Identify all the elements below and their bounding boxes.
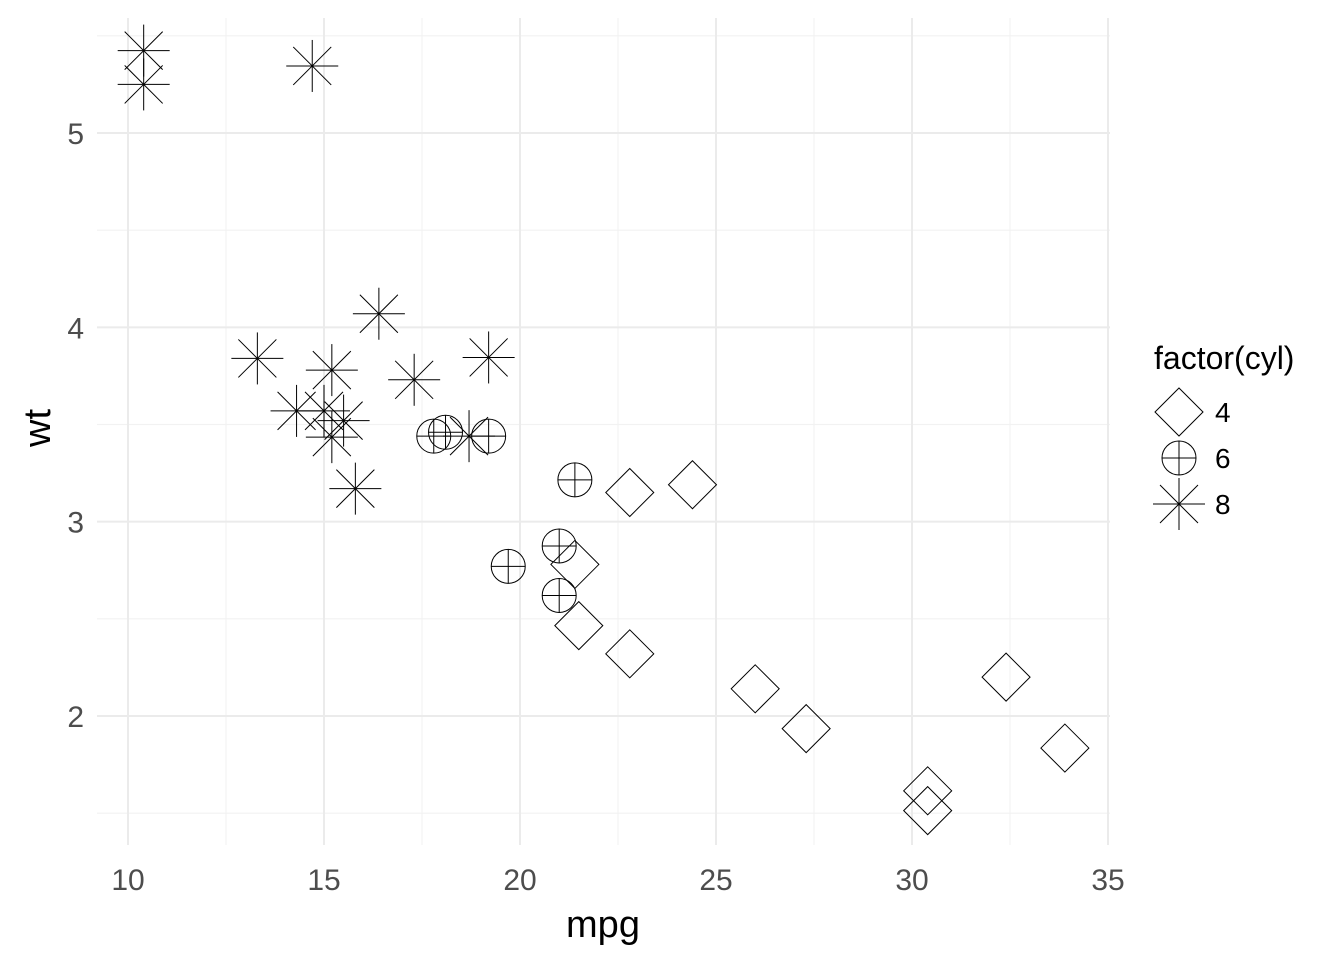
point-cyl-8 xyxy=(298,384,350,437)
point-cyl-8 xyxy=(305,344,358,397)
legend: factor(cyl) 4 6 8 xyxy=(1153,340,1294,530)
point-cyl-4 xyxy=(667,460,718,510)
x-axis-tick-labels: 10 15 20 25 30 35 xyxy=(111,864,1124,897)
y-tick-label: 3 xyxy=(67,507,84,540)
x-tick-label: 20 xyxy=(503,864,536,897)
point-cyl-6 xyxy=(490,548,526,584)
y-tick-label: 2 xyxy=(67,701,84,734)
point-cyl-6 xyxy=(541,578,577,614)
legend-key-8 xyxy=(1153,478,1205,530)
point-cyl-4 xyxy=(981,652,1031,702)
point-cyl-8 xyxy=(443,410,496,463)
legend-label-4: 4 xyxy=(1215,397,1231,428)
point-cyl-8 xyxy=(231,332,284,385)
point-cyl-4 xyxy=(605,467,655,518)
legend-title: factor(cyl) xyxy=(1154,340,1294,376)
legend-label-6: 6 xyxy=(1215,443,1231,474)
point-cyl-8 xyxy=(117,24,170,77)
point-cyl-8 xyxy=(352,287,405,340)
point-cyl-4 xyxy=(550,539,600,590)
x-tick-label: 25 xyxy=(699,864,732,897)
point-cyl-4 xyxy=(1040,723,1090,773)
point-cyl-4 xyxy=(605,629,655,679)
x-tick-label: 15 xyxy=(307,864,340,897)
y-axis-title: wt xyxy=(17,409,59,448)
point-cyl-4 xyxy=(730,664,780,714)
y-tick-label: 4 xyxy=(67,312,84,345)
plot-grid xyxy=(97,18,1110,845)
point-cyl-8 xyxy=(305,411,358,464)
point-cyl-8 xyxy=(388,353,441,406)
x-tick-label: 30 xyxy=(895,864,928,897)
point-cyl-8 xyxy=(286,39,339,92)
point-cyl-4 xyxy=(781,703,831,754)
legend-key-6 xyxy=(1161,440,1197,476)
point-cyl-4 xyxy=(554,600,604,651)
x-tick-label: 35 xyxy=(1091,864,1124,897)
point-cyl-4 xyxy=(902,785,953,836)
point-cyl-8 xyxy=(462,331,515,384)
y-tick-label: 5 xyxy=(67,118,84,151)
x-axis-title: mpg xyxy=(566,904,640,946)
point-cyl-8 xyxy=(329,462,382,515)
legend-label-8: 8 xyxy=(1215,489,1231,520)
legend-keys xyxy=(1153,387,1205,530)
y-axis-tick-labels: 2 3 4 5 xyxy=(67,118,84,734)
point-cyl-8 xyxy=(317,394,370,447)
x-tick-label: 10 xyxy=(111,864,144,897)
data-points xyxy=(117,24,1090,836)
point-cyl-4 xyxy=(902,766,953,816)
legend-key-4 xyxy=(1154,387,1204,437)
point-cyl-6 xyxy=(541,528,577,564)
point-cyl-6 xyxy=(557,462,593,498)
